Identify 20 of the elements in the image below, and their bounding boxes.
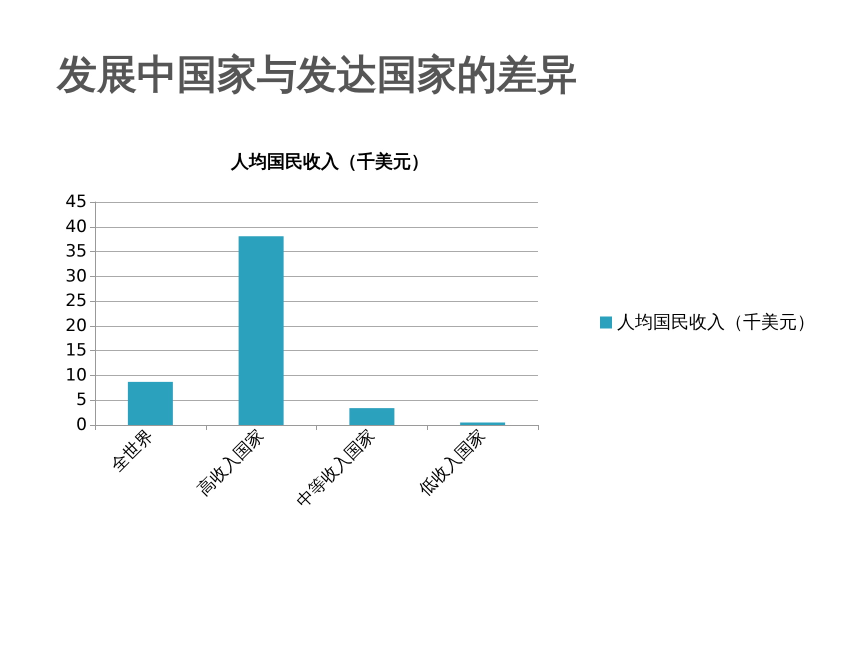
y-tick-label: 40 (65, 216, 87, 237)
y-tick-label: 0 (76, 415, 87, 435)
y-tick-label: 10 (65, 365, 87, 386)
chart-title: 发展中国家与发达国家的差异 (56, 52, 577, 98)
y-tick-label: 15 (65, 340, 87, 361)
bar (349, 408, 394, 425)
x-tick-label: 中等收入国家 (292, 426, 379, 512)
chart-subtitle: 人均国民收入（千美元） (230, 152, 429, 172)
y-tick-label: 25 (65, 291, 87, 312)
y-tick-label: 30 (65, 266, 87, 286)
legend-label: 人均国民收入（千美元） (617, 312, 815, 333)
y-tick-label: 35 (65, 242, 87, 262)
bar (128, 382, 173, 425)
y-tick-label: 20 (65, 316, 87, 336)
y-tick-label: 5 (76, 390, 87, 410)
x-tick-label: 低收入国家 (415, 426, 490, 500)
bar (238, 236, 284, 425)
x-tick-label: 全世界 (107, 426, 158, 476)
x-tick-label: 高收入国家 (194, 426, 268, 500)
y-tick-label: 45 (65, 192, 87, 212)
